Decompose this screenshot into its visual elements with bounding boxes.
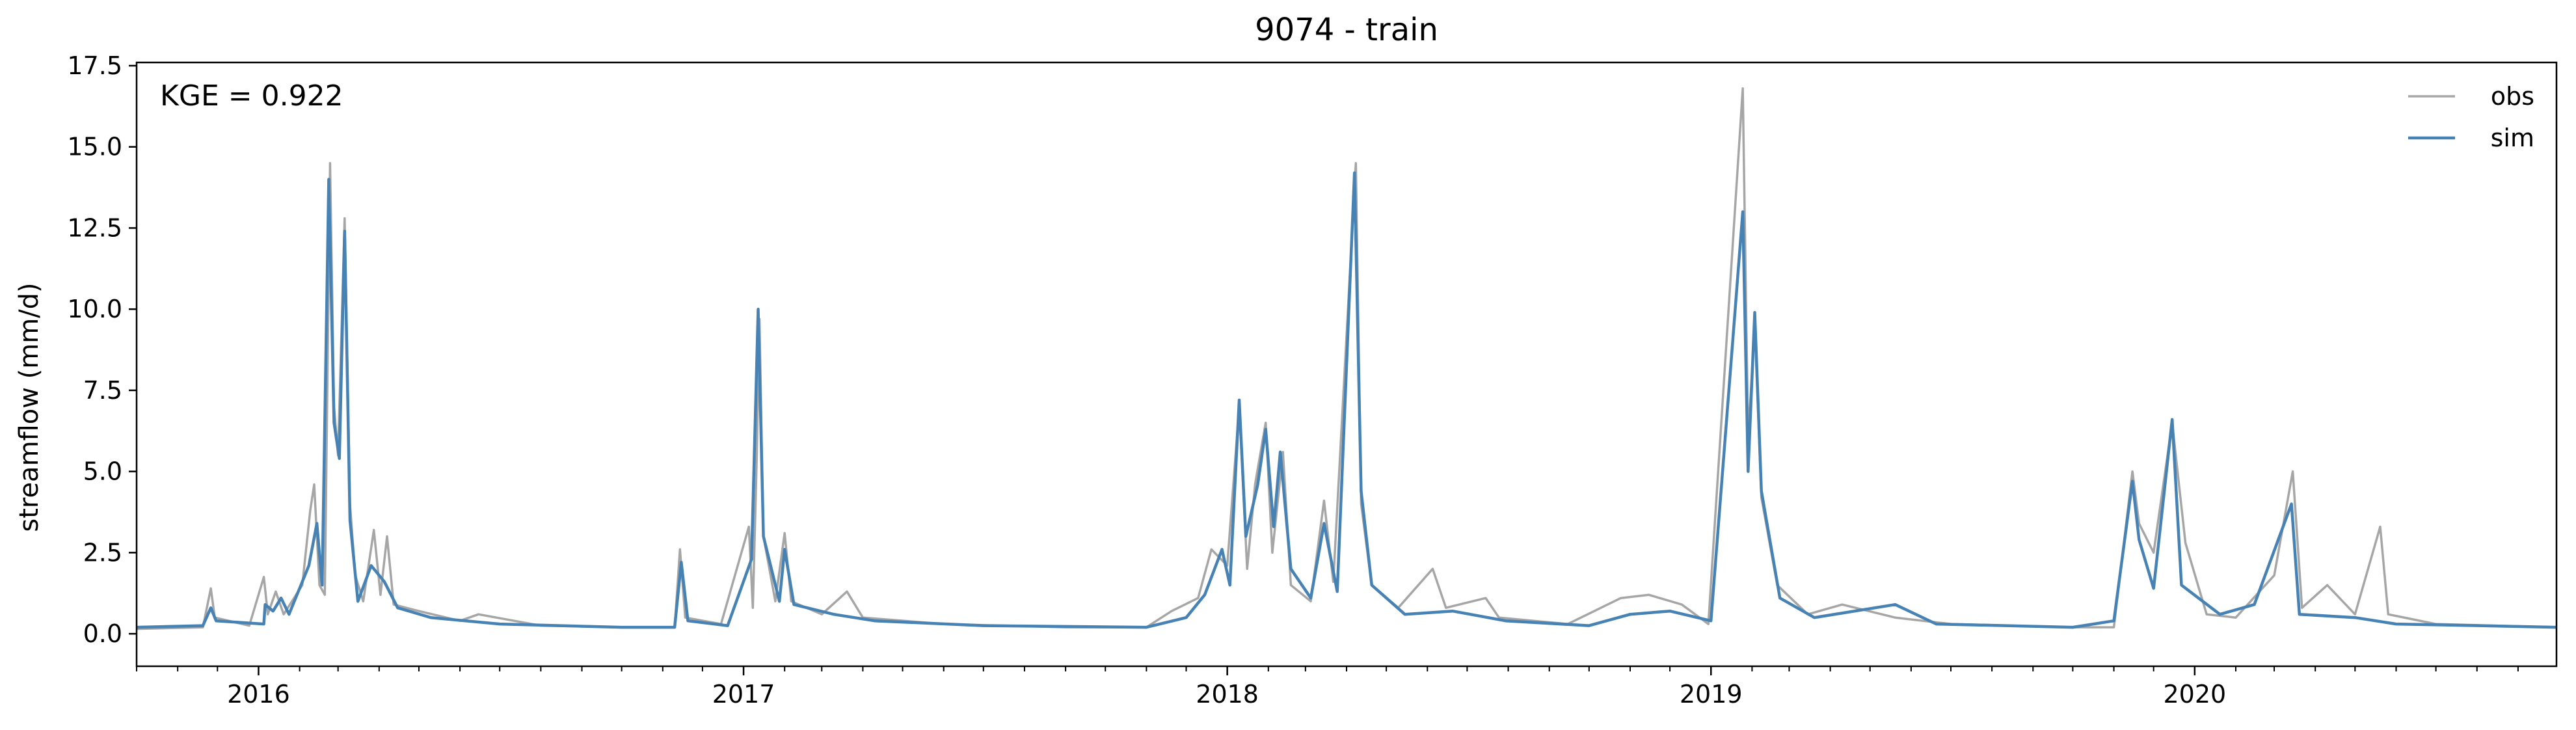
- legend: obs sim: [2408, 82, 2534, 152]
- y-tick-label: 2.5: [83, 538, 122, 567]
- y-tick-label: 17.5: [67, 51, 122, 80]
- y-tick-label: 10.0: [67, 295, 122, 323]
- x-axis: 2016 2017 2018 2019 2020: [136, 666, 2519, 709]
- series-layer: [136, 87, 2557, 630]
- x-tick-label: 2020: [2163, 680, 2226, 709]
- x-tick-label: 2019: [1680, 680, 1743, 709]
- y-tick-label: 12.5: [67, 213, 122, 242]
- y-axis-title: streamflow (mm/d): [14, 282, 44, 532]
- series-line-sim: [136, 171, 2557, 629]
- chart-title: 9074 - train: [1255, 12, 1438, 48]
- y-tick-label: 7.5: [83, 376, 122, 405]
- y-axis: 0.0 2.5 5.0 7.5 10.0 12.5 15.0 17.5: [67, 51, 137, 648]
- y-tick-label: 0.0: [83, 619, 122, 648]
- x-tick-label: 2018: [1196, 680, 1259, 709]
- legend-label-obs: obs: [2491, 82, 2534, 111]
- x-tick-label: 2016: [227, 680, 290, 709]
- y-tick-label: 5.0: [83, 457, 122, 486]
- y-tick-label: 15.0: [67, 133, 122, 161]
- kge-annotation: KGE = 0.922: [160, 79, 343, 113]
- x-tick-label: 2017: [712, 680, 775, 709]
- legend-label-sim: sim: [2491, 124, 2534, 152]
